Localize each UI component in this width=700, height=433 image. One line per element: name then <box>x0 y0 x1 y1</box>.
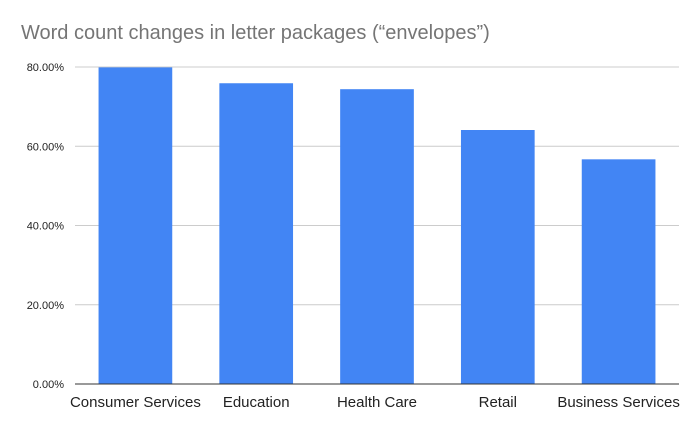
y-axis-ticks: 0.00% 20.00% 40.00% 60.00% 80.00% <box>27 62 65 391</box>
x-tick-label: Retail <box>479 394 517 411</box>
y-tick-label: 80.00% <box>27 62 65 74</box>
y-tick-label: 0.00% <box>33 379 64 391</box>
bar <box>340 89 414 384</box>
x-axis-labels: Consumer Services Education Health Care Ret… <box>70 394 680 411</box>
bar <box>219 83 294 384</box>
x-tick-label: Health Care <box>337 394 417 411</box>
x-tick-label: Business Services <box>557 394 680 411</box>
bars <box>98 67 656 385</box>
y-tick-label: 40.00% <box>27 221 65 233</box>
y-tick-label: 20.00% <box>27 300 65 312</box>
bar <box>98 67 173 385</box>
x-tick-label: Education <box>223 394 290 411</box>
y-tick-label: 60.00% <box>27 141 65 153</box>
chart-title: Word count changes in letter packages (“… <box>21 22 490 44</box>
x-tick-label: Consumer Services <box>70 394 201 411</box>
bar <box>460 130 535 384</box>
bar <box>581 159 656 384</box>
